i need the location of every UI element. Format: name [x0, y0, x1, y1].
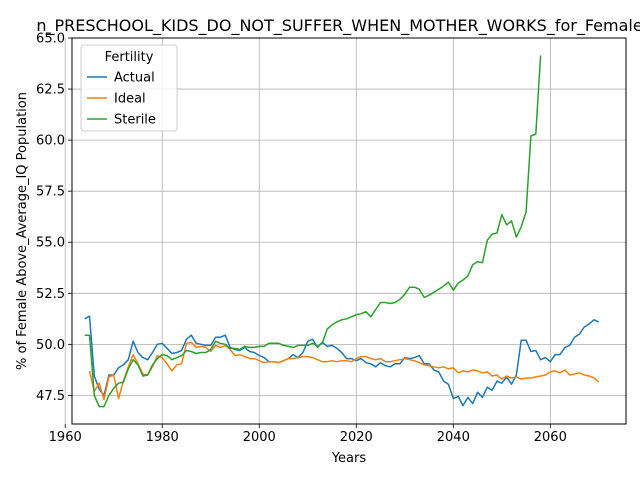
- y-tick-label: 62.5: [36, 83, 65, 98]
- legend-title: Fertility: [105, 50, 154, 65]
- legend-label-sterile: Sterile: [114, 113, 156, 128]
- y-tick-label: 60.0: [36, 134, 65, 149]
- x-tick-label: 2060: [534, 430, 567, 445]
- y-tick-label: 47.5: [36, 389, 65, 404]
- y-axis-label: % of Female Above_Average_IQ Population: [15, 92, 30, 370]
- x-tick-label: 1980: [146, 430, 179, 445]
- legend: Fertility Actual Ideal Sterile: [80, 44, 178, 132]
- legend-label-actual: Actual: [114, 71, 155, 86]
- series-line-ideal: [88, 341, 600, 401]
- x-tick-label: 2000: [243, 430, 276, 445]
- series-line-sterile: [84, 55, 542, 408]
- y-tick-label: 52.5: [36, 287, 65, 302]
- plot-frame: [71, 37, 627, 425]
- x-tick-label: 1960: [49, 430, 82, 445]
- y-tick-label: 65.0: [36, 32, 65, 47]
- legend-entries: Actual Ideal Sterile: [87, 71, 156, 128]
- x-axis-label: Years: [331, 451, 367, 466]
- legend-label-ideal: Ideal: [114, 92, 146, 107]
- x-tick-label: 2040: [437, 430, 470, 445]
- series-lines: [84, 55, 600, 408]
- series-line-actual: [84, 315, 600, 407]
- y-tick-label: 55.0: [36, 236, 65, 251]
- x-tick-label: 2020: [340, 430, 373, 445]
- axis-ticks: 1960 1980 2000 2020 2040 2060 47.5 50.0 52.5 55.0…: [36, 32, 567, 446]
- chart-title: n_PRESCHOOL_KIDS_DO_NOT_SUFFER_WHEN_MOTH…: [36, 16, 640, 36]
- y-tick-label: 50.0: [36, 338, 65, 353]
- y-tick-label: 57.5: [36, 185, 65, 200]
- legend-box: [80, 44, 178, 132]
